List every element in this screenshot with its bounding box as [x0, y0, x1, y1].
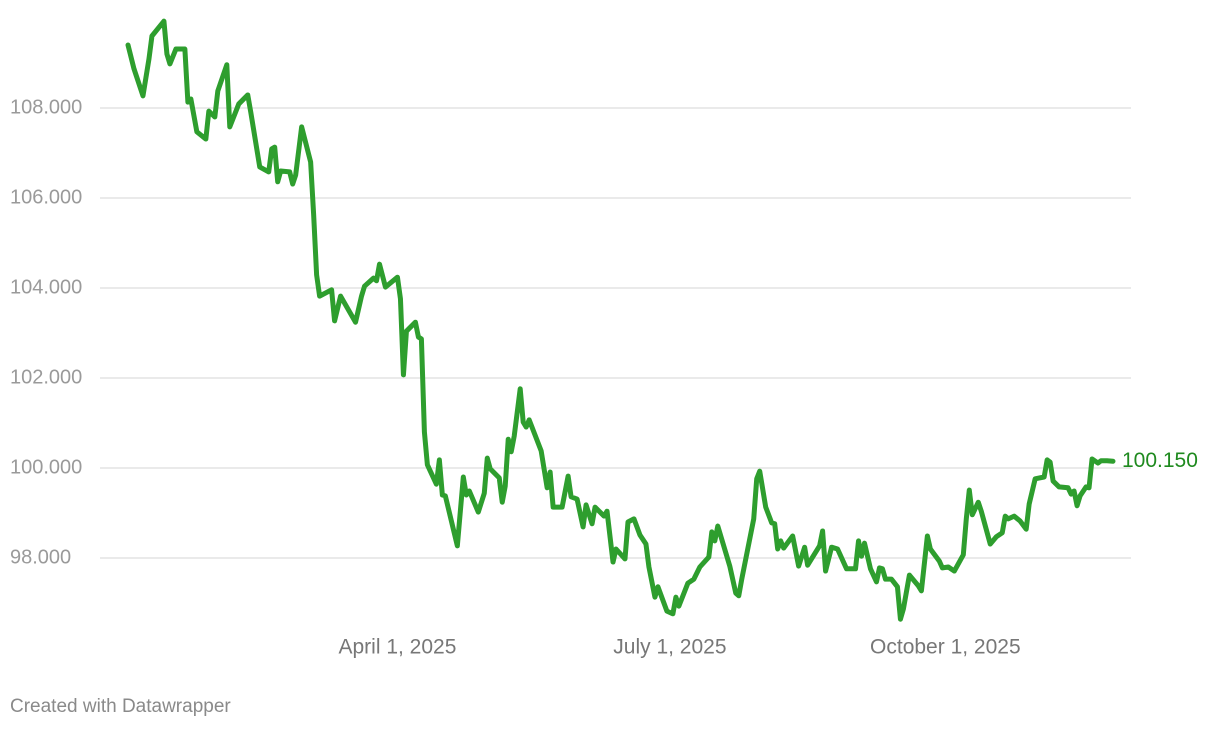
x-tick-label: October 1, 2025 — [870, 636, 1021, 659]
y-tick-label: 102.000 — [10, 366, 82, 388]
y-tick-label: 108.000 — [10, 96, 82, 118]
y-tick-label: 100.000 — [10, 456, 82, 478]
y-tick-label: 98.000 — [10, 546, 71, 568]
x-tick-label: April 1, 2025 — [338, 636, 456, 659]
y-tick-label: 104.000 — [10, 276, 82, 298]
line — [125, 18, 1116, 622]
y-tick-label: 106.000 — [10, 186, 82, 208]
credit: Created with Datawrapper — [10, 696, 231, 717]
x-tick-label: July 1, 2025 — [613, 636, 726, 659]
value-label: 100.150 — [1122, 449, 1198, 472]
